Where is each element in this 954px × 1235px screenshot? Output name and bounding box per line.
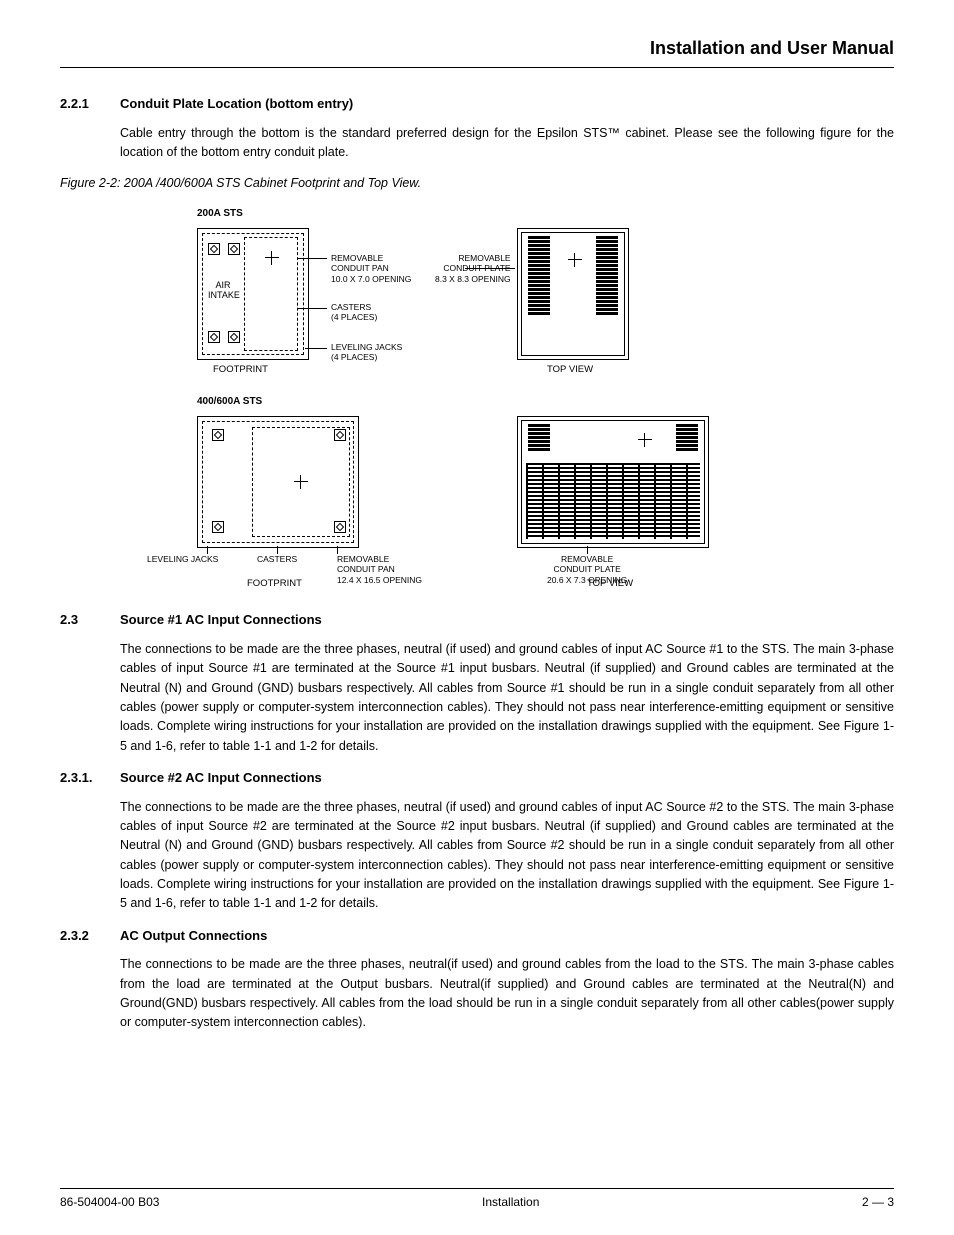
footer-docnum: 86-504004-00 B03 [60, 1195, 159, 1209]
lbl-line: CONDUIT PLATE [554, 564, 621, 574]
lbl-line: (4 PLACES) [331, 312, 377, 322]
lbl-line: 20.6 X 7.3 OPENING [547, 575, 627, 585]
leader-line [297, 308, 327, 309]
air-intake-l1: AIR [215, 280, 230, 290]
vent-icon [528, 235, 550, 353]
removable-plate-200-label: REMOVABLE CONDUIT PLATE 8.3 X 8.3 OPENIN… [435, 253, 511, 284]
lbl-line: LEVELING JACKS [331, 342, 402, 352]
topview-400a [517, 416, 709, 548]
removable-plate-400-label: REMOVABLE CONDUIT PLATE 20.6 X 7.3 OPENI… [547, 554, 627, 585]
lbl-line: CASTERS [331, 302, 371, 312]
crosshair-icon [638, 433, 652, 447]
lbl-line: (4 PLACES) [331, 352, 377, 362]
leader-line [207, 546, 208, 554]
crosshair-icon [265, 251, 279, 265]
page-footer: 86-504004-00 B03 Installation 2 — 3 [60, 1188, 894, 1209]
leader-line [587, 546, 588, 554]
removable-pan-400-label: REMOVABLE CONDUIT PAN 12.4 X 16.5 OPENIN… [337, 554, 422, 585]
caster-icon [208, 331, 220, 343]
topview-200a [517, 228, 629, 360]
lbl-line: 8.3 X 8.3 OPENING [435, 274, 511, 284]
vent-grid [526, 463, 700, 539]
footprint-label-200a: FOOTPRINT [213, 364, 268, 375]
section-2-3-1-heading: 2.3.1. Source #2 AC Input Connections [60, 770, 894, 785]
section-2-2-1-body: Cable entry through the bottom is the st… [120, 124, 894, 163]
section-title: AC Output Connections [120, 928, 267, 943]
caster-icon [334, 521, 346, 533]
casters-400-label: CASTERS [257, 554, 297, 564]
crosshair-icon [568, 253, 582, 267]
section-2-3-body: The connections to be made are the three… [120, 640, 894, 756]
caster-icon [228, 331, 240, 343]
footprint-400a [197, 416, 359, 548]
caster-icon [212, 429, 224, 441]
footprint-200a: AIR INTAKE [197, 228, 309, 360]
section-title: Source #1 AC Input Connections [120, 612, 322, 627]
section-number: 2.3 [60, 612, 120, 627]
lbl-line: REMOVABLE [331, 253, 383, 263]
figure-2-2: 200A STS AIR INTAKE FOOTPRINT REMOVABLE … [147, 198, 807, 598]
figure-caption: Figure 2-2: 200A /400/600A STS Cabinet F… [60, 176, 894, 190]
lbl-line: REMOVABLE [337, 554, 389, 564]
lbl-line: REMOVABLE [561, 554, 613, 564]
footer-section: Installation [482, 1195, 539, 1209]
lbl-line: CONDUIT PAN [337, 564, 395, 574]
caster-icon [334, 429, 346, 441]
leader-line [305, 348, 327, 349]
section-title: Source #2 AC Input Connections [120, 770, 322, 785]
section-2-3-1-body: The connections to be made are the three… [120, 798, 894, 914]
section-number: 2.3.1. [60, 770, 120, 785]
air-intake-label: AIR INTAKE [208, 281, 238, 301]
leader-line [277, 546, 278, 554]
section-number: 2.3.2 [60, 928, 120, 943]
section-2-3-2-body: The connections to be made are the three… [120, 955, 894, 1033]
lbl-line: CONDUIT PAN [331, 263, 389, 273]
leader-line [337, 546, 338, 554]
page-header: Installation and User Manual [60, 38, 894, 68]
lbl-line: REMOVABLE [458, 253, 510, 263]
lbl-line: 10.0 X 7.0 OPENING [331, 274, 411, 284]
vent-icon [596, 235, 618, 353]
section-2-3-2-heading: 2.3.2 AC Output Connections [60, 928, 894, 943]
model-200a-label: 200A STS [197, 208, 243, 219]
leveling-jacks-400-label: LEVELING JACKS [147, 554, 218, 564]
leader-line [297, 258, 327, 259]
section-2-3-heading: 2.3 Source #1 AC Input Connections [60, 612, 894, 627]
topview-label-200a: TOP VIEW [547, 364, 593, 375]
leveling-jacks-label: LEVELING JACKS (4 PLACES) [331, 342, 402, 362]
caster-icon [212, 521, 224, 533]
footprint-label-400a: FOOTPRINT [247, 578, 302, 589]
crosshair-icon [294, 475, 308, 489]
section-number: 2.2.1 [60, 96, 120, 111]
vent-icon [676, 423, 698, 457]
model-400a-label: 400/600A STS [197, 396, 262, 407]
footer-page: 2 — 3 [862, 1195, 894, 1209]
lbl-line: 12.4 X 16.5 OPENING [337, 575, 422, 585]
section-title: Conduit Plate Location (bottom entry) [120, 96, 353, 111]
lbl-line: CONDUIT PLATE [443, 263, 510, 273]
page: Installation and User Manual 2.2.1 Condu… [0, 0, 954, 1235]
air-intake-l2: INTAKE [208, 290, 240, 300]
vent-icon [528, 423, 550, 457]
casters-label: CASTERS (4 PLACES) [331, 302, 377, 322]
section-2-2-1-heading: 2.2.1 Conduit Plate Location (bottom ent… [60, 96, 894, 111]
caster-icon [228, 243, 240, 255]
caster-icon [208, 243, 220, 255]
removable-pan-200-label: REMOVABLE CONDUIT PAN 10.0 X 7.0 OPENING [331, 253, 411, 284]
